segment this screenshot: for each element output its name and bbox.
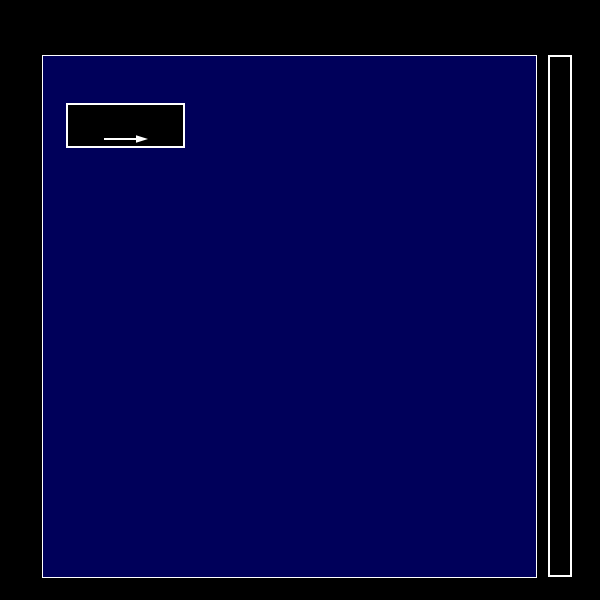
colorbar — [548, 55, 572, 577]
scale-legend-box — [66, 103, 185, 148]
right-arrow-icon — [104, 135, 148, 143]
